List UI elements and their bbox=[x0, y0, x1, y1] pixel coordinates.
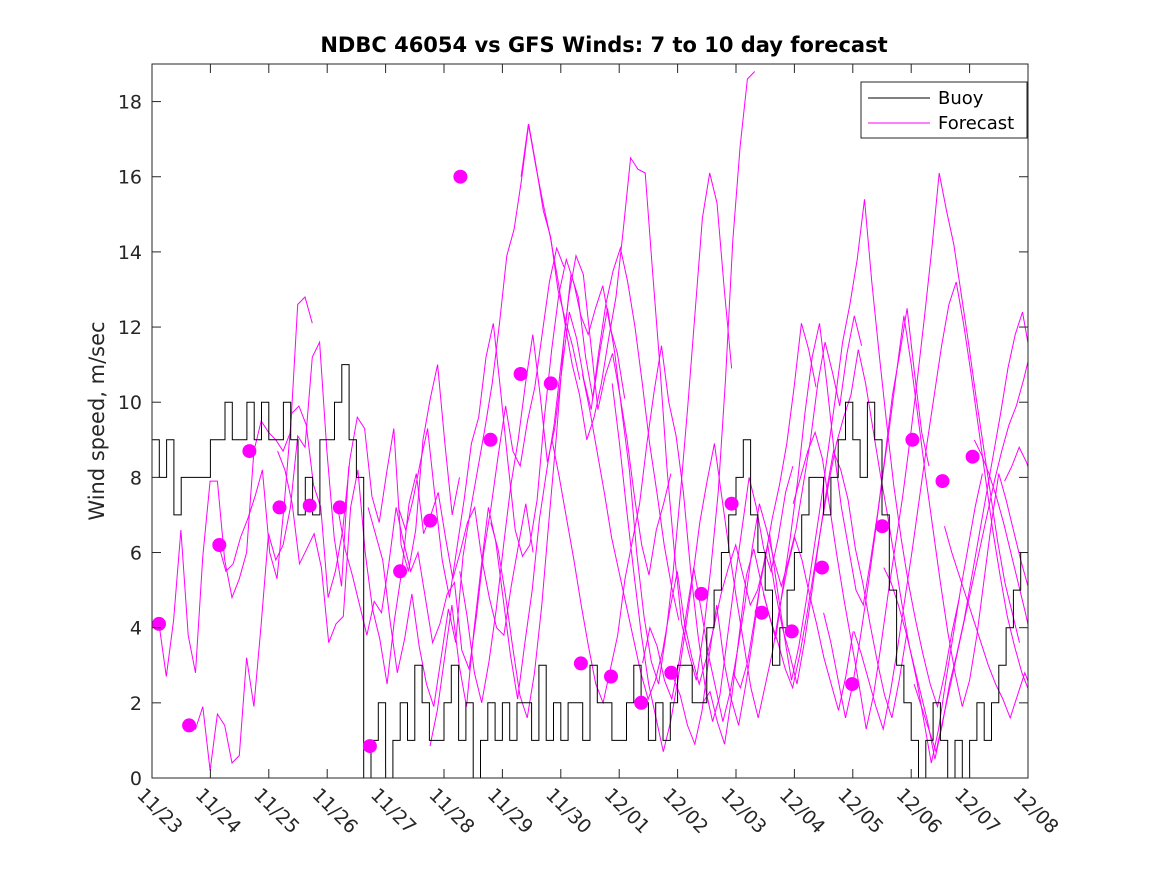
legend: Buoy Forecast bbox=[860, 81, 1028, 139]
forecast-marker-3 bbox=[242, 444, 257, 459]
forecast-line-8 bbox=[459, 246, 680, 703]
forecast-line-13 bbox=[611, 383, 854, 752]
forecast-marker-19 bbox=[724, 496, 739, 511]
y-tick-label: 6 bbox=[130, 543, 142, 565]
forecast-line-9 bbox=[490, 172, 733, 719]
forecast-marker-6 bbox=[332, 500, 347, 515]
forecast-marker-13 bbox=[543, 376, 558, 391]
forecast-marker-27 bbox=[965, 449, 980, 464]
forecast-marker-12 bbox=[513, 367, 528, 381]
forecast-marker-7 bbox=[362, 739, 377, 754]
axes-box bbox=[151, 63, 1029, 779]
y-tick-label: 12 bbox=[118, 317, 142, 339]
forecast-line-22 bbox=[883, 311, 1028, 760]
forecast-line-18 bbox=[762, 349, 983, 764]
forecast-marker-5 bbox=[302, 498, 317, 513]
forecast-line-16 bbox=[702, 308, 930, 745]
legend-box bbox=[860, 81, 1028, 139]
forecast-marker-8 bbox=[393, 564, 408, 579]
forecast-line-25 bbox=[973, 439, 1028, 628]
plot-area bbox=[152, 64, 1028, 778]
y-tick-label: 4 bbox=[130, 618, 142, 640]
forecast-line-23 bbox=[913, 359, 1028, 754]
y-tick-label: 0 bbox=[130, 768, 142, 790]
forecast-marker-1 bbox=[182, 718, 197, 733]
forecast-marker-18 bbox=[694, 586, 709, 601]
forecast-line-17 bbox=[732, 199, 960, 709]
forecast-line-2 bbox=[218, 364, 460, 598]
forecast-line-14 bbox=[642, 315, 863, 722]
forecast-marker-16 bbox=[634, 695, 649, 710]
y-tick-label: 10 bbox=[118, 392, 142, 414]
y-axis-label: Wind speed, m/sec bbox=[85, 321, 109, 520]
y-tick-label: 14 bbox=[118, 242, 142, 264]
forecast-marker-21 bbox=[784, 624, 799, 639]
legend-label-forecast: Forecast bbox=[938, 113, 1014, 134]
forecast-marker-17 bbox=[664, 665, 679, 680]
forecast-line-19 bbox=[792, 172, 1020, 730]
forecast-marker-0 bbox=[152, 616, 166, 631]
forecast-marker-23 bbox=[845, 677, 860, 692]
y-tick-label: 18 bbox=[118, 92, 142, 114]
forecast-marker-24 bbox=[875, 519, 890, 534]
forecast-line-10 bbox=[520, 71, 756, 681]
y-tick-label: 8 bbox=[130, 467, 142, 489]
forecast-line-5 bbox=[367, 124, 581, 707]
forecast-marker-11 bbox=[483, 432, 498, 447]
forecast-marker-9 bbox=[423, 513, 438, 528]
forecast-line-6 bbox=[397, 257, 626, 598]
forecast-marker-15 bbox=[604, 669, 618, 684]
forecast-marker-22 bbox=[815, 560, 829, 575]
forecast-line-15 bbox=[672, 449, 907, 746]
forecast-line-12 bbox=[581, 323, 817, 701]
forecast-marker-25 bbox=[905, 432, 920, 447]
forecast-marker-26 bbox=[935, 474, 950, 489]
y-tick-label: 16 bbox=[118, 167, 142, 189]
forecast-marker-2 bbox=[212, 538, 227, 552]
forecast-marker-4 bbox=[272, 500, 287, 515]
forecast-marker-14 bbox=[573, 656, 588, 671]
legend-label-buoy: Buoy bbox=[938, 88, 984, 109]
forecast-line-24 bbox=[944, 526, 1028, 720]
forecast-line-26 bbox=[1004, 446, 1028, 482]
y-tick-label: 2 bbox=[130, 693, 142, 715]
forecast-line-21 bbox=[853, 281, 1028, 732]
forecast-line-0 bbox=[158, 296, 313, 677]
chart-title: NDBC 46054 vs GFS Winds: 7 to 10 day for… bbox=[320, 33, 887, 57]
forecast-marker-10 bbox=[453, 169, 468, 184]
forecast-marker-20 bbox=[754, 605, 769, 620]
forecast-line-3 bbox=[277, 450, 534, 685]
